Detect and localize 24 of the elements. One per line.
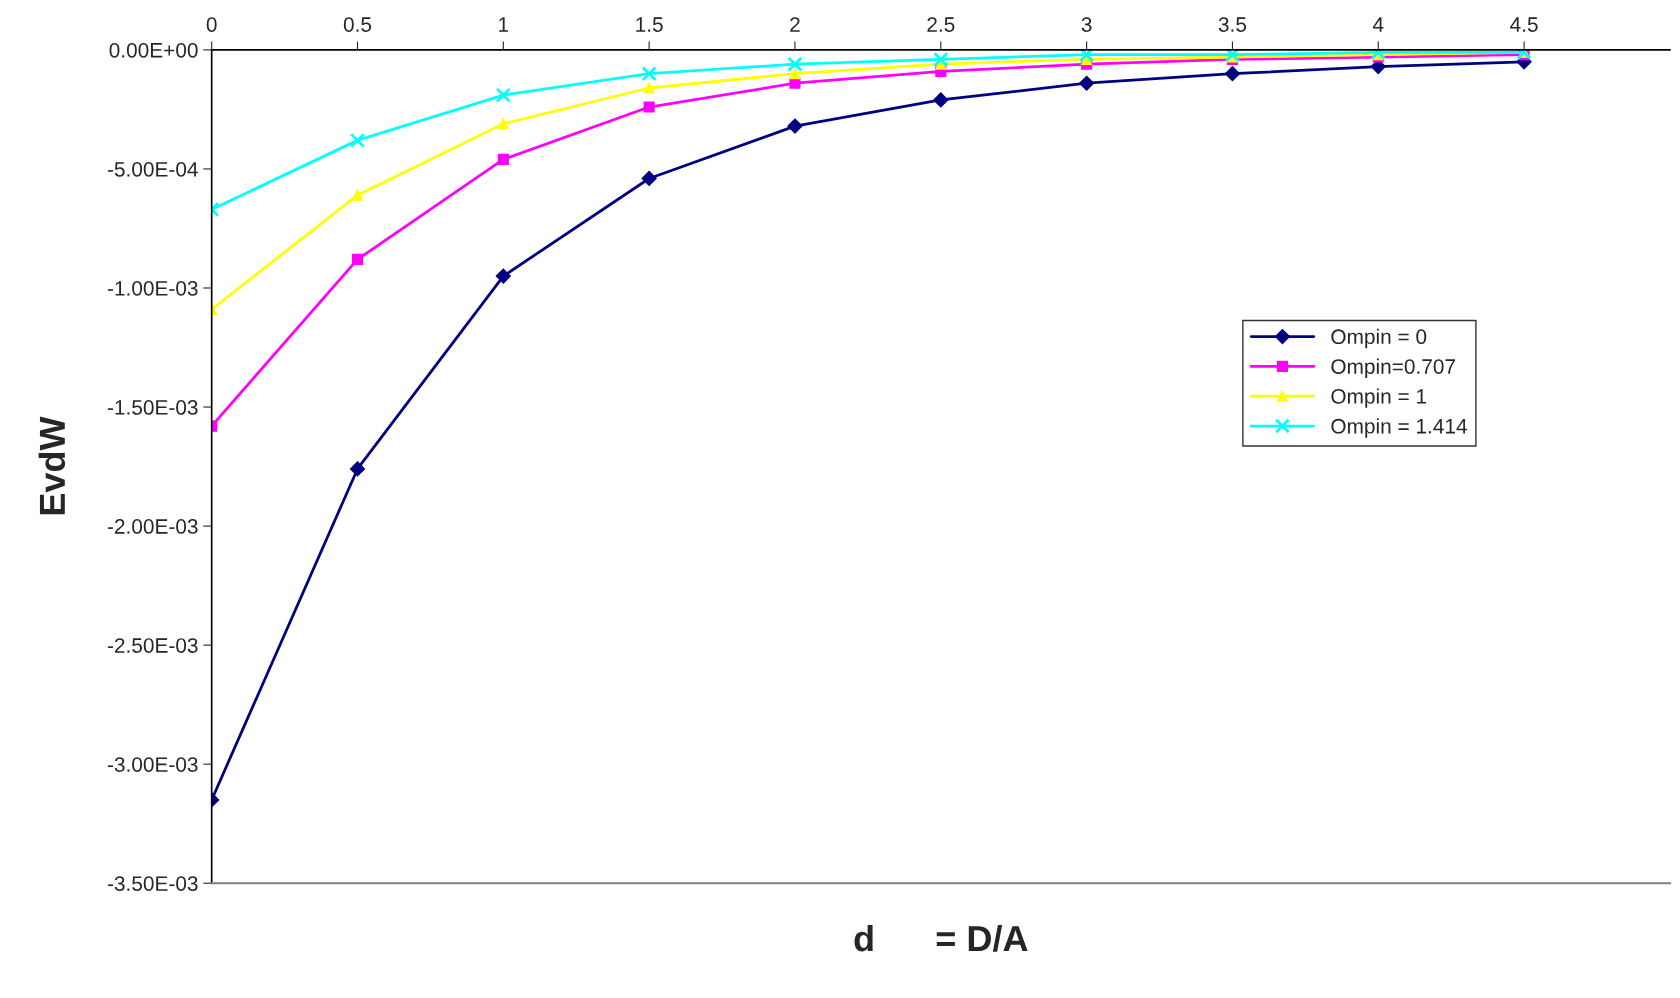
x-tick-label: 4.5 [1510, 17, 1538, 32]
y-axis-title: EvdW [38, 416, 66, 515]
legend-label: Ompin = 1 [1331, 388, 1427, 408]
y-tick-label: -3.00E-03 [107, 757, 198, 772]
legend-label: Ompin = 1.414 [1331, 418, 1467, 438]
y-tick-label: -2.50E-03 [107, 638, 198, 653]
x-tick-label: 2.5 [927, 17, 955, 32]
x-tick-label: 1.5 [636, 17, 663, 32]
y-tick-label: -1.50E-03 [107, 400, 198, 415]
y-tick-label: -1.00E-03 [107, 281, 198, 296]
x-tick-label: 1 [499, 17, 509, 32]
y-tick-label: 0.00E+00 [109, 42, 198, 58]
x-tick-label: 3.5 [1218, 17, 1247, 32]
legend-label: Ompin = 0 [1331, 328, 1427, 349]
x-tick-label: 2 [790, 17, 800, 32]
y-tick-label: -5.00E-04 [107, 161, 198, 177]
x-tick-label: 0.5 [343, 17, 372, 32]
y-tick-label: -3.50E-03 [107, 876, 198, 891]
x-tick-label: 4 [1372, 17, 1384, 32]
x-axis-title: d = D/A [854, 924, 1028, 952]
y-tick-label: -2.00E-03 [107, 519, 198, 534]
x-tick-label: 0 [206, 17, 217, 32]
legend-label: Ompin=0.707 [1331, 358, 1455, 379]
x-tick-label: 3 [1081, 17, 1092, 32]
